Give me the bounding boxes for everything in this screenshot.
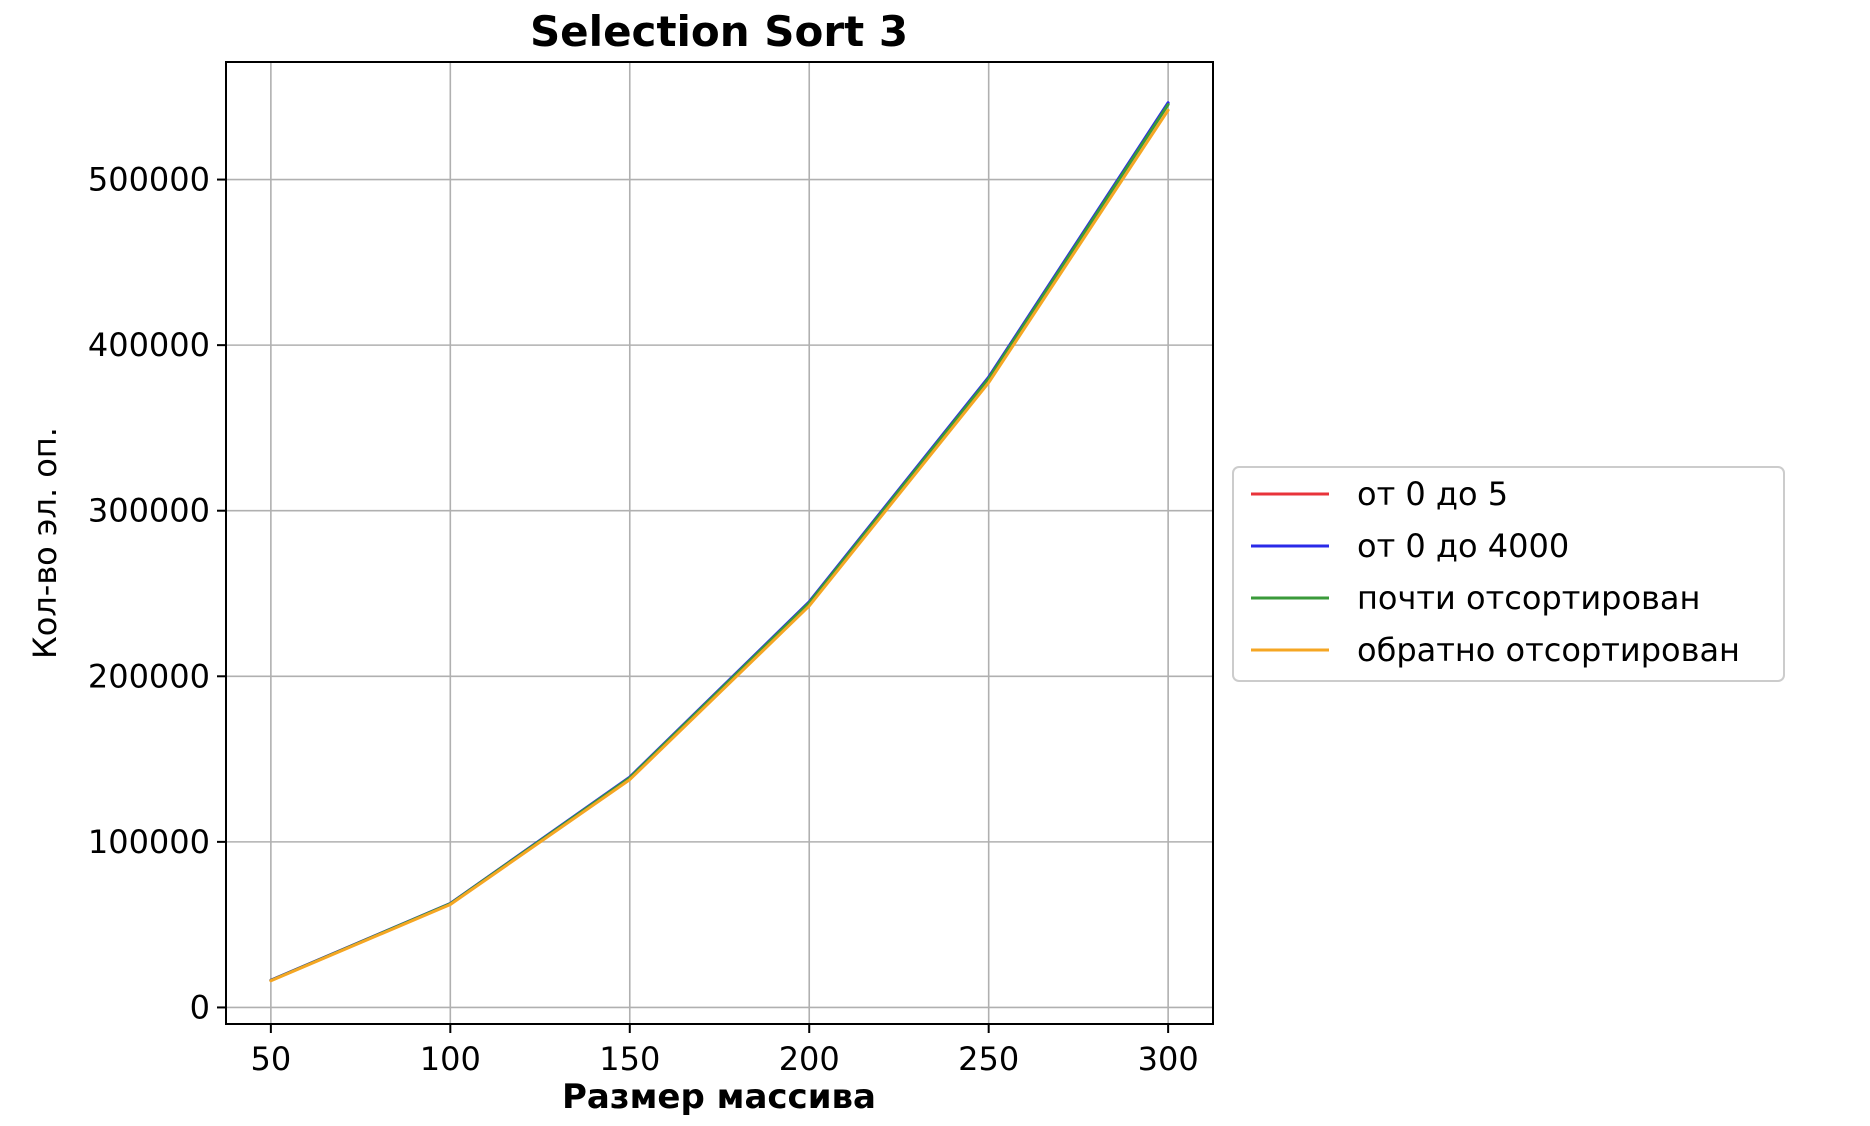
y-tick-label: 100000 [88, 823, 210, 861]
series-line-2 [269, 103, 1170, 982]
legend-items: от 0 до 5 от 0 до 4000 почти отсортирован о… [1251, 475, 1740, 669]
grid-lines [226, 62, 1213, 1024]
x-tick-label: 200 [779, 1040, 840, 1078]
axis-ticks: 50 100 150 200 250 300 0 100000 200000 300000 4000… [88, 161, 1199, 1078]
x-axis-label: Размер массива [562, 1077, 876, 1117]
series-line-1 [269, 101, 1170, 982]
series-lines [269, 101, 1170, 983]
x-tick-label: 150 [599, 1040, 660, 1078]
x-tick-label: 100 [420, 1040, 481, 1078]
series-line-3 [269, 108, 1170, 983]
legend-label: почти отсортирован [1357, 579, 1700, 617]
y-tick-label: 0 [190, 988, 210, 1026]
y-tick-label: 500000 [88, 161, 210, 199]
y-tick-label: 400000 [88, 326, 210, 364]
x-tick-label: 250 [958, 1040, 1019, 1078]
series-line-0 [269, 102, 1170, 982]
legend-label: от 0 до 5 [1357, 475, 1508, 513]
legend-box [1232, 466, 1785, 682]
x-tick-label: 50 [251, 1040, 292, 1078]
chart-title: Selection Sort 3 [530, 7, 908, 56]
y-axis-label: Кол-во эл. оп. [26, 427, 64, 659]
legend-label: обратно отсортирован [1357, 631, 1740, 669]
y-tick-label: 200000 [88, 657, 210, 695]
plot-area-frame [225, 61, 1214, 1025]
x-tick-label: 300 [1138, 1040, 1199, 1078]
legend-label: от 0 до 4000 [1357, 527, 1569, 565]
y-tick-label: 300000 [88, 492, 210, 530]
legend: от 0 до 5 от 0 до 4000 почти отсортирован о… [1232, 466, 1785, 682]
